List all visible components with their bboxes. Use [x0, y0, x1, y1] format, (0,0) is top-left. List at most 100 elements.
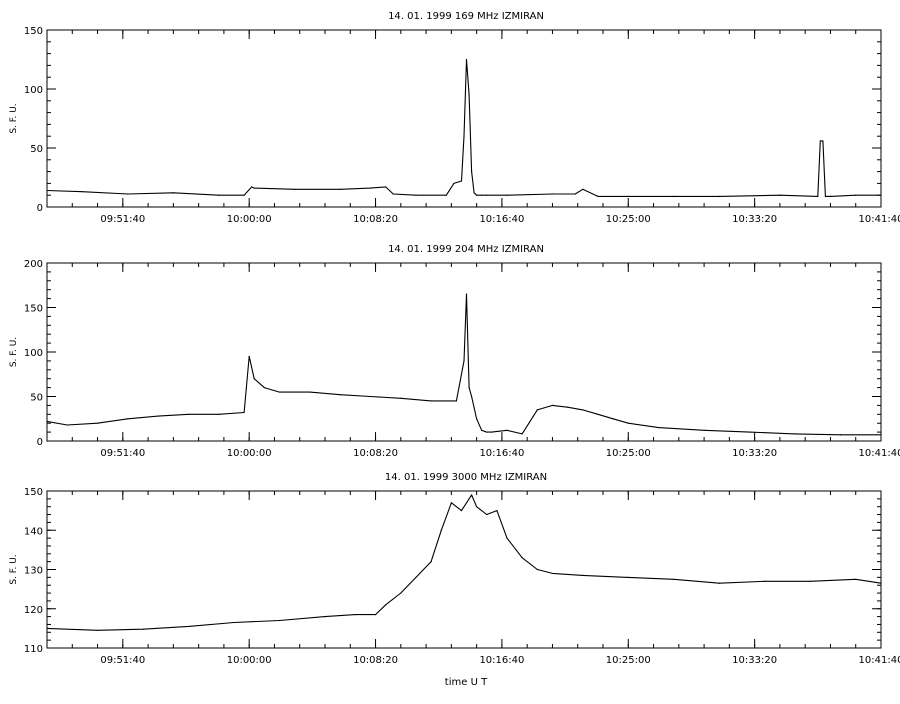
x-tick-label: 10:00:00 — [227, 214, 272, 225]
data-point — [521, 557, 523, 559]
chart-panel-2: 14. 01. 1999 204 MHz IZMIRAN S. F. U. 09:5… — [9, 244, 900, 459]
x-tick-label: 10:08:20 — [353, 655, 398, 666]
x-tick-label: 10:08:20 — [353, 214, 398, 225]
data-point — [450, 502, 452, 504]
data-point — [465, 58, 468, 61]
x-tick-label: 10:33:20 — [732, 214, 777, 225]
data-point — [127, 193, 129, 195]
data-point — [248, 355, 250, 358]
y-tick-label: 150 — [24, 26, 43, 37]
data-point — [673, 578, 675, 580]
data-point — [597, 413, 599, 415]
data-point — [324, 616, 326, 618]
data-point — [491, 431, 493, 433]
data-point — [855, 194, 857, 196]
data-point — [470, 395, 473, 398]
y-axis-label: S. F. U. — [9, 337, 19, 367]
x-tick-label: 10:16:40 — [479, 655, 524, 666]
y-tick-label: 100 — [24, 348, 43, 359]
data-point — [440, 529, 442, 531]
data-point — [278, 391, 281, 393]
y-axis-label: S. F. U. — [9, 103, 19, 133]
y-axis-label: S. F. U. — [9, 554, 19, 584]
data-point — [81, 191, 83, 193]
y-tick-label: 0 — [37, 203, 43, 214]
data-point — [476, 418, 478, 420]
data-point — [339, 394, 341, 396]
data-point — [157, 415, 159, 417]
data-point — [253, 187, 255, 189]
data-point — [582, 409, 584, 411]
data-point — [794, 433, 796, 435]
data-point — [718, 195, 720, 197]
data-point — [460, 180, 463, 182]
data-point — [253, 378, 255, 380]
x-tick-label: 10:00:00 — [227, 655, 272, 666]
data-point — [880, 434, 882, 436]
data-point — [486, 194, 488, 196]
data-point — [521, 433, 523, 435]
data-point — [536, 409, 538, 411]
data-point — [627, 195, 629, 197]
y-tick-label: 100 — [24, 85, 43, 96]
x-tick-label: 10:41:40 — [859, 214, 900, 225]
chart-title: 14. 01. 1999 3000 MHz IZMIRAN — [385, 472, 547, 483]
data-point — [455, 400, 458, 402]
data-point — [294, 188, 296, 190]
data-point — [809, 580, 811, 582]
data-point — [470, 494, 473, 496]
data-point — [779, 194, 781, 196]
x-tick-label: 10:16:40 — [479, 448, 524, 459]
data-point — [415, 576, 417, 578]
data-point — [142, 628, 144, 630]
data-point — [445, 194, 447, 196]
x-axis-label: time U T — [445, 677, 488, 688]
data-point — [470, 171, 473, 173]
data-point — [718, 582, 720, 584]
data-point — [476, 506, 478, 508]
data-point — [468, 94, 470, 96]
data-point — [612, 418, 614, 420]
data-point — [839, 434, 842, 436]
data-point — [481, 429, 483, 431]
data-point — [551, 572, 554, 575]
data-point — [597, 195, 599, 197]
x-tick-label: 09:51:40 — [100, 214, 145, 225]
data-point — [172, 192, 174, 194]
y-tick-label: 120 — [24, 605, 43, 616]
data-point — [473, 192, 475, 194]
data-point — [46, 420, 48, 423]
data-point — [385, 186, 387, 188]
data-point — [369, 187, 372, 189]
data-point — [385, 604, 387, 606]
data-point — [551, 404, 554, 406]
data-point — [551, 193, 554, 195]
data-point — [703, 429, 705, 431]
data-point — [574, 193, 576, 195]
data-point — [748, 431, 751, 433]
data-point — [218, 194, 220, 196]
y-tick-label: 150 — [24, 487, 43, 498]
x-tick-label: 10:00:00 — [227, 448, 272, 459]
data-point — [819, 140, 821, 142]
data-point — [824, 195, 827, 197]
data-point — [96, 629, 99, 631]
y-tick-label: 130 — [24, 566, 43, 577]
data-point — [627, 422, 629, 424]
data-point — [486, 431, 488, 433]
y-tick-label: 200 — [24, 259, 43, 270]
data-point — [374, 614, 377, 616]
x-tick-label: 10:41:40 — [859, 655, 900, 666]
data-point — [673, 195, 675, 197]
x-tick-label: 10:25:00 — [606, 448, 651, 459]
data-point — [855, 578, 857, 580]
chart-title: 14. 01. 1999 204 MHz IZMIRAN — [388, 244, 544, 255]
chart-panel-3: 14. 01. 1999 3000 MHz IZMIRAN S. F. U. 09:… — [9, 472, 900, 666]
data-point — [506, 194, 508, 196]
x-tick-label: 09:51:40 — [100, 448, 145, 459]
data-point — [506, 429, 508, 431]
data-point — [251, 186, 253, 188]
